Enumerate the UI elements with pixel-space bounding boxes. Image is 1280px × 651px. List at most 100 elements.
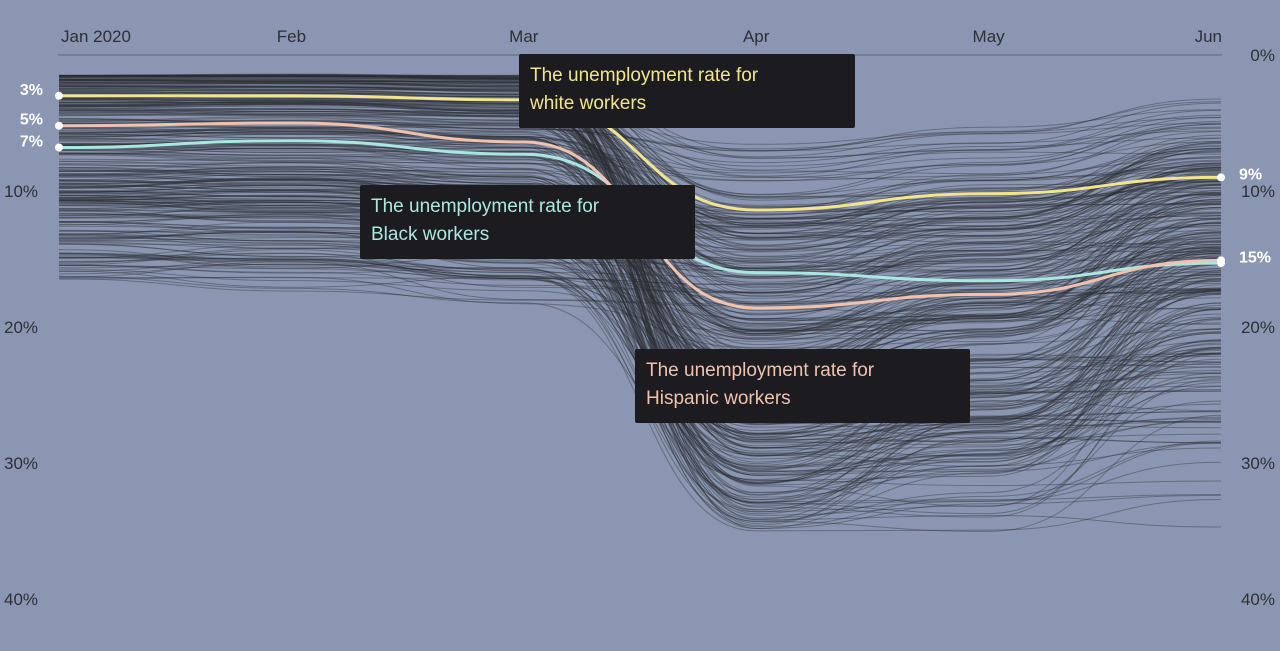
background-series-line — [58, 79, 1222, 410]
background-series-line — [58, 101, 1222, 198]
background-series-line — [58, 97, 1222, 424]
background-series-line — [58, 75, 1222, 449]
background-series-line — [58, 127, 1222, 383]
background-series-line — [58, 93, 1222, 501]
background-series-line — [58, 253, 1222, 299]
background-series-line — [58, 202, 1222, 331]
background-series-line — [58, 101, 1222, 145]
background-series-line — [58, 101, 1222, 457]
background-series-line — [58, 86, 1222, 247]
background-series-line — [58, 98, 1222, 515]
white-end-dot — [1217, 173, 1225, 182]
background-series-line — [58, 126, 1222, 219]
background-series-line — [58, 76, 1222, 423]
background-series-line — [58, 110, 1222, 505]
background-series-line — [58, 147, 1222, 394]
series-labels: 3% 9% 7% 5% 15% — [20, 82, 1271, 267]
background-series-line — [58, 74, 1222, 442]
background-series-line — [58, 108, 1222, 423]
background-series-line — [58, 179, 1222, 368]
background-series-line — [58, 276, 1222, 333]
hispanic-start-label: 5% — [20, 112, 43, 129]
background-series-line — [58, 147, 1222, 333]
background-series-line — [58, 203, 1222, 286]
background-series-line — [58, 148, 1222, 393]
background-series-line — [58, 86, 1222, 395]
hispanic-annotation-line2: Hispanic workers — [646, 388, 791, 409]
background-series-line — [58, 84, 1222, 416]
background-series-line — [58, 105, 1222, 225]
background-series-line — [58, 259, 1222, 320]
background-series-line — [58, 74, 1222, 201]
background-series-line — [58, 88, 1222, 435]
background-series-line — [58, 128, 1222, 473]
background-series-line — [58, 77, 1222, 239]
background-series-line — [58, 168, 1222, 426]
background-series-line — [58, 197, 1222, 383]
white-annotation-line2: white workers — [530, 93, 647, 114]
white-workers-line — [59, 94, 1222, 212]
background-series-line — [58, 75, 1222, 476]
background-series-line — [58, 127, 1222, 391]
background-series-line — [58, 193, 1222, 294]
black-start-dot — [55, 143, 63, 152]
background-series-line — [58, 237, 1222, 435]
background-series-line — [58, 191, 1222, 277]
background-series-line — [58, 202, 1222, 416]
background-series-line — [58, 198, 1222, 442]
background-series-line — [58, 194, 1222, 446]
background-series-line — [58, 201, 1222, 376]
x-tick-label: Apr — [743, 27, 770, 46]
background-series-line — [58, 109, 1222, 152]
background-series-line — [58, 97, 1222, 227]
background-series-line — [58, 184, 1222, 363]
background-series-line — [58, 93, 1222, 235]
background-series-line — [58, 138, 1222, 216]
background-series-line — [58, 200, 1222, 416]
background-series-line — [58, 103, 1222, 456]
background-series-line — [58, 74, 1222, 198]
background-series-line — [58, 101, 1222, 181]
background-series-line — [58, 123, 1222, 182]
background-series-line — [58, 127, 1222, 408]
y-axis: 0% 10% 10% 20% 20% 30% 30% 40% 40% — [4, 46, 1275, 609]
background-series-line — [58, 181, 1222, 285]
background-series-line — [58, 104, 1222, 213]
hispanic-annotation-line1: The unemployment rate for — [646, 360, 875, 381]
background-series-line — [58, 173, 1222, 425]
background-series-line — [58, 190, 1222, 340]
background-series-line — [58, 176, 1222, 307]
hispanic-end-label: 15% — [1239, 249, 1271, 266]
y-tick-label-right: 10% — [1241, 182, 1275, 201]
background-series-line — [58, 142, 1222, 264]
background-series-line — [58, 104, 1222, 391]
background-series-line — [58, 268, 1222, 349]
background-series-line — [58, 103, 1222, 352]
background-series-line — [58, 133, 1222, 213]
background-series-line — [58, 74, 1222, 440]
background-series-line — [58, 110, 1222, 384]
background-series-line — [58, 166, 1222, 272]
y-tick-label-left: 30% — [4, 454, 38, 473]
black-annotation-line1: The unemployment rate for — [371, 196, 600, 217]
background-series-line — [58, 127, 1222, 425]
background-series-line — [58, 241, 1222, 294]
background-series-line — [58, 116, 1222, 436]
background-series-line — [58, 238, 1222, 294]
background-series-line — [58, 82, 1222, 251]
background-series-line — [58, 162, 1222, 366]
background-series-line — [58, 180, 1222, 303]
background-series-line — [58, 188, 1222, 388]
x-tick-label: May — [973, 27, 1006, 46]
background-series-line — [58, 119, 1222, 444]
background-series-line — [58, 144, 1222, 469]
background-series-line — [58, 225, 1222, 388]
background-series-line — [58, 110, 1222, 375]
background-series-line — [58, 76, 1222, 239]
background-series-line — [58, 78, 1222, 507]
background-series-line — [58, 74, 1222, 397]
background-series-line — [58, 202, 1222, 384]
background-series-line — [58, 131, 1222, 334]
background-series-line — [58, 223, 1222, 385]
background-series-line — [58, 74, 1222, 444]
